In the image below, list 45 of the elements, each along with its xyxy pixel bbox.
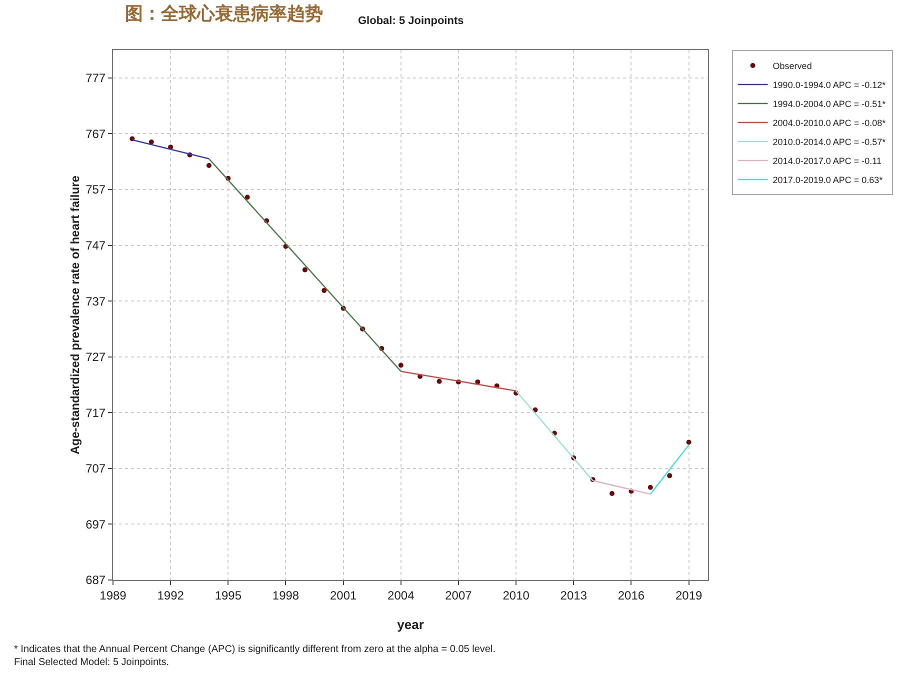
point [322, 288, 327, 293]
y-tick-label: 767 [86, 126, 106, 141]
point [398, 362, 404, 368]
y-tick-label: 697 [86, 517, 106, 532]
point [610, 491, 615, 496]
legend-label: Observed [772, 61, 812, 72]
legend-label: 2010.0-2014.0 APC = -0.57* [772, 137, 886, 148]
x-tick-label: 2004 [388, 588, 415, 602]
x-tick-label: 2001 [330, 588, 357, 602]
x-axis-title: year [397, 617, 424, 632]
x-tick-label: 1992 [157, 588, 184, 602]
x-tick-label: 2019 [675, 588, 702, 602]
text: Final Selected Model: 5 Joinpoints. [14, 657, 170, 668]
x-tick-label: 1998 [272, 588, 300, 602]
y-tick-label: 707 [86, 462, 106, 476]
point [206, 162, 212, 168]
y-tick-label: 777 [86, 71, 106, 86]
y-tick-label: 717 [86, 406, 106, 420]
chart-subtitle: Global: 5 Joinpoints [358, 15, 464, 27]
legend-label: 1994.0-2004.0 APC = -0.51* [772, 99, 886, 110]
point [648, 484, 653, 490]
point [667, 473, 672, 478]
y-tick-label: 757 [86, 182, 106, 197]
y-tick-label: 737 [86, 294, 106, 308]
point [686, 440, 692, 445]
x-tick-label: 1995 [214, 588, 242, 602]
x-tick-label: 2016 [618, 588, 645, 602]
legend-label: 2017.0-2019.0 APC = 0.63* [772, 175, 884, 186]
y-tick-label: 747 [86, 238, 106, 252]
legend-label: 1990.0-1994.0 APC = -0.12* [772, 80, 886, 90]
legend-label: 2004.0-2010.0 APC = -0.08* [772, 118, 886, 128]
y-axis-title: Age-standardized prevalence rate of heart failure [68, 175, 82, 454]
point [148, 140, 154, 145]
chart-title: 图：全球心衰患病率趋势 [124, 3, 323, 24]
x-tick-label: 2013 [560, 588, 588, 602]
x-tick-label: 2007 [445, 588, 472, 602]
y-tick-label: 727 [86, 350, 106, 364]
x-tick-label: 2010 [502, 588, 530, 602]
point [302, 267, 308, 272]
x-tick-label: 1989 [100, 588, 127, 602]
point [244, 194, 250, 200]
text: * Indicates that the Annual Percent Change (APC) is significantly different from zero at the alpha = 0.05 level. [14, 644, 496, 655]
point [436, 378, 442, 384]
y-tick-label: 687 [86, 573, 106, 588]
legend-label: 2014.0-2017.0 APC = -0.11 [772, 156, 882, 166]
